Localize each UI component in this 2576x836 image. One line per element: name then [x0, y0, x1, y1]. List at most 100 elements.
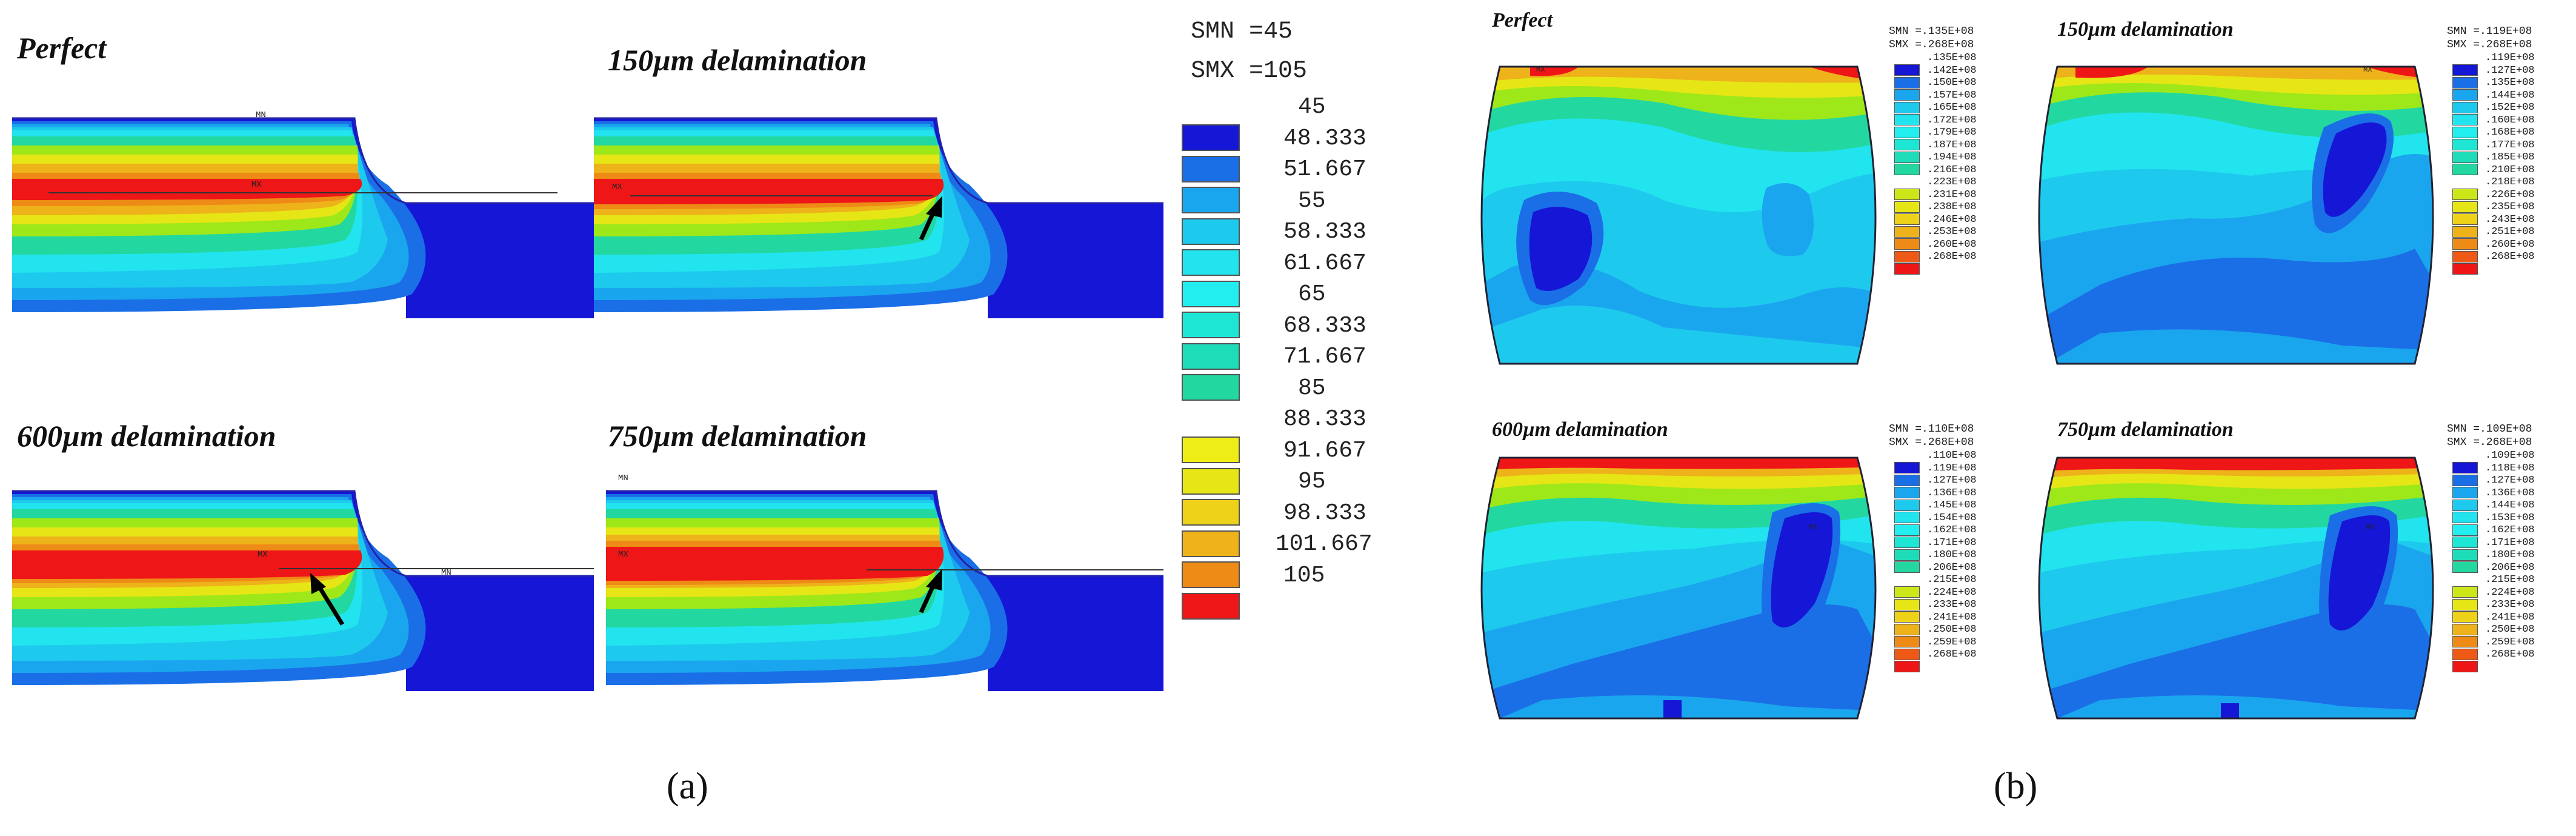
min-marker: MN: [618, 473, 628, 483]
legend-b-value: .110E+08: [1927, 450, 1977, 461]
legend-a-swatch: [1182, 249, 1240, 276]
legend-b-swatch: [2452, 648, 2478, 660]
legend-b-swatch: [2452, 499, 2478, 511]
legend-b-value: .180E+08: [1927, 549, 1977, 561]
legend-b-swatch: [1894, 89, 1920, 101]
max-marker: MX: [2366, 523, 2375, 532]
legend-a-value: 71.667: [1283, 344, 1366, 370]
legend-a-smx: SMX =105: [1191, 58, 1308, 85]
legend-b-value: .179E+08: [1927, 127, 1977, 138]
legend-a-value: 68.333: [1283, 312, 1366, 339]
legend-a-swatch: [1182, 155, 1240, 182]
legend-b-swatch: [1894, 139, 1920, 150]
panel-a-caption: (a): [667, 766, 708, 807]
legend-b-swatch: [1894, 201, 1920, 213]
legend-a-value: 85: [1298, 375, 1326, 401]
plot-b4-title: 750µm delamination: [2057, 418, 2234, 441]
contour-plot-600um-a: MX MN: [12, 490, 594, 691]
legend-b-value: .135E+08: [1927, 52, 1977, 64]
plot-a1-title: Perfect: [17, 31, 107, 65]
legend-a-smn: SMN =45: [1191, 18, 1293, 45]
legend-b-smn: SMN =.135E+08: [1889, 25, 1974, 38]
legend-b-swatch: [2452, 201, 2478, 213]
legend-a-swatch: [1182, 124, 1240, 151]
legend-b-swatch: [2452, 623, 2478, 635]
legend-b-value: .260E+08: [2485, 238, 2535, 250]
legend-b-swatch: [1894, 151, 1920, 163]
legend-b-swatch: [1894, 623, 1920, 635]
legend-b-value: .224E+08: [1927, 586, 1977, 598]
min-marker: MN: [256, 110, 266, 120]
legend-a-swatch: [1182, 312, 1240, 338]
legend-a-swatch: [1182, 280, 1240, 307]
legend-b-value: .162E+08: [1927, 524, 1977, 536]
legend-a-value: 55: [1298, 187, 1326, 214]
legend-b-value: .218E+08: [2485, 176, 2535, 188]
legend-b-swatch: [2452, 151, 2478, 163]
legend-b-swatch: [2452, 549, 2478, 561]
legend-b-swatch: [2452, 537, 2478, 548]
legend-b-value: .215E+08: [1927, 574, 1977, 586]
legend-a-swatch: [1182, 343, 1240, 370]
legend-b-swatch: [2452, 189, 2478, 200]
legend-b-value: .145E+08: [1927, 500, 1977, 511]
legend-b-swatch: [2452, 474, 2478, 486]
legend-b-value: .246E+08: [1927, 213, 1977, 226]
legend-a-value: 65: [1298, 281, 1326, 307]
legend-b-value: .241E+08: [1927, 611, 1977, 623]
legend-b-value: .268E+08: [1927, 251, 1977, 263]
legend-a-swatch: [1182, 436, 1240, 463]
legend-b-swatch: [1894, 462, 1920, 473]
legend-b-value: .153E+08: [2485, 512, 2535, 524]
legend-b-smn: SMN =.119E+08: [2447, 25, 2532, 38]
legend-b-swatch: [2452, 226, 2478, 238]
plot-b1-title: Perfect: [1492, 9, 1553, 32]
legend-b-value: .238E+08: [1927, 201, 1977, 213]
legend-b-swatch: [2452, 561, 2478, 573]
max-marker: MX: [1536, 65, 1545, 74]
legend-b-value: .185E+08: [2485, 152, 2535, 163]
contour-plot-perfect-a: MN MX: [12, 110, 594, 318]
legend-b-swatch: [1894, 512, 1920, 523]
legend-b-swatch: [1894, 487, 1920, 498]
legend-b-value: .206E+08: [2485, 561, 2535, 573]
contour-plot-600um-b: MX: [1480, 456, 1877, 720]
legend-b-swatch: [2452, 250, 2478, 263]
legend-b-value: .168E+08: [2485, 127, 2535, 138]
legend-a-value: 45: [1298, 94, 1326, 120]
legend-b-swatch: [2452, 139, 2478, 150]
plot-b2-title: 150µm delamination: [2057, 18, 2234, 41]
legend-b-swatch: [1894, 114, 1920, 125]
legend-b-value: .233E+08: [2485, 599, 2535, 610]
legend-b-value: .118E+08: [2485, 462, 2535, 474]
legend-b-swatch: [2452, 164, 2478, 175]
legend-b-smn: SMN =.110E+08: [1889, 423, 1974, 435]
legend-b-value: .109E+08: [2485, 450, 2535, 461]
max-marker: MX: [1809, 523, 1817, 532]
legend-b-value: .194E+08: [1927, 152, 1977, 163]
legend-b-value: .187E+08: [1927, 139, 1977, 151]
legend-b-value: .210E+08: [2485, 164, 2535, 176]
legend-b-swatch: [1894, 164, 1920, 175]
legend-a-value: 61.667: [1283, 250, 1366, 276]
legend-b-value: .250E+08: [1927, 624, 1977, 635]
legend-b-value: .231E+08: [1927, 189, 1977, 201]
legend-b-value: .223E+08: [1927, 176, 1977, 188]
legend-b-value: .127E+08: [2485, 475, 2535, 486]
contour-plot-150um-a: MX: [594, 117, 1163, 318]
legend-a-value: 48.333: [1283, 125, 1366, 152]
legend-b-value: .180E+08: [2485, 549, 2535, 561]
min-marker: MN: [441, 568, 451, 578]
legend-b-value: .171E+08: [1927, 537, 1977, 549]
legend-b-value: .119E+08: [2485, 52, 2535, 64]
legend-b-swatch: [2452, 598, 2478, 610]
legend-b-value: .251E+08: [2485, 226, 2535, 238]
legend-a-value: 95: [1298, 469, 1326, 495]
legend-b-value: .144E+08: [2485, 89, 2535, 101]
plot-a2-title: 150µm delamination: [608, 43, 867, 77]
legend-b-smx: SMX =.268E+08: [1889, 436, 1974, 449]
legend-a-value: 58.333: [1283, 219, 1366, 245]
legend-a-swatch: [1182, 592, 1240, 620]
legend-b-swatch: [2452, 89, 2478, 101]
legend-b-swatch: [1894, 524, 1920, 536]
